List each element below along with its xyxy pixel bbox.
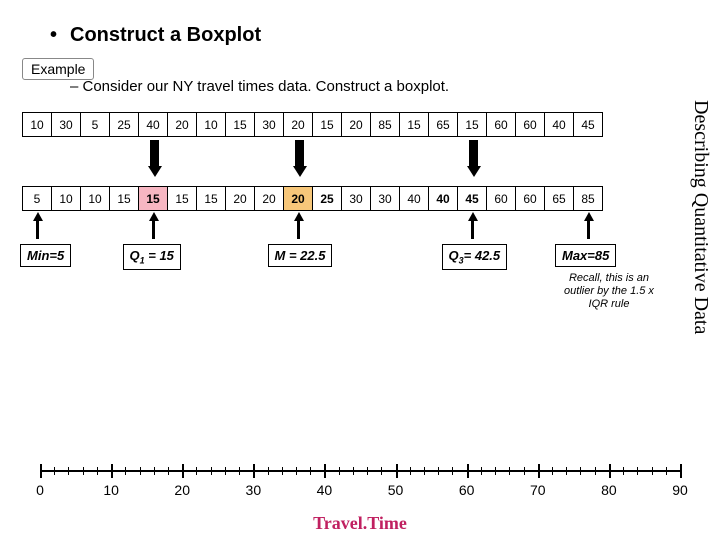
table-cell: 10 bbox=[23, 113, 52, 137]
table-cell: 20 bbox=[284, 113, 313, 137]
table-cell: 60 bbox=[516, 187, 545, 211]
table-cell: 15 bbox=[458, 113, 487, 137]
table-cell: 10 bbox=[81, 187, 110, 211]
table-cell: 10 bbox=[52, 187, 81, 211]
table-cell: 85 bbox=[371, 113, 400, 137]
table-cell: 15 bbox=[139, 187, 168, 211]
bullet-dot: • bbox=[50, 24, 57, 47]
table-cell: 15 bbox=[168, 187, 197, 211]
table-cell: 60 bbox=[487, 187, 516, 211]
stat-max-label: Max=85 bbox=[555, 244, 616, 267]
table-cell: 85 bbox=[574, 187, 603, 211]
table-cell: 20 bbox=[168, 113, 197, 137]
stat-q1-label: Q1 = 15 bbox=[123, 244, 181, 270]
stat-q3-label: Q3= 42.5 bbox=[442, 244, 508, 270]
table-cell: 25 bbox=[110, 113, 139, 137]
table-cell: 20 bbox=[284, 187, 313, 211]
number-line-axis: 0102030405060708090 bbox=[40, 450, 680, 510]
outlier-note: Recall, this is an outlier by the 1.5 x … bbox=[554, 272, 664, 312]
table-cell: 65 bbox=[429, 113, 458, 137]
table-cell: 30 bbox=[52, 113, 81, 137]
axis-title: Travel.Time bbox=[313, 513, 407, 534]
table-cell: 20 bbox=[342, 113, 371, 137]
table-cell: 40 bbox=[400, 187, 429, 211]
stat-min-label: Min=5 bbox=[20, 244, 71, 267]
table-cell: 15 bbox=[313, 113, 342, 137]
table-cell: 20 bbox=[255, 187, 284, 211]
data-table-sorted: 510101515151520202025303040404560606585 bbox=[22, 186, 603, 211]
table-cell: 15 bbox=[226, 113, 255, 137]
table-cell: 20 bbox=[226, 187, 255, 211]
stat-median-label: M = 22.5 bbox=[268, 244, 333, 267]
table-cell: 15 bbox=[197, 187, 226, 211]
table-cell: 65 bbox=[545, 187, 574, 211]
table-cell: 45 bbox=[574, 113, 603, 137]
table-cell: 30 bbox=[371, 187, 400, 211]
table-cell: 25 bbox=[313, 187, 342, 211]
table-cell: 45 bbox=[458, 187, 487, 211]
axis-line bbox=[40, 470, 680, 472]
table-cell: 60 bbox=[487, 113, 516, 137]
example-label: Example bbox=[22, 58, 94, 80]
table-cell: 30 bbox=[342, 187, 371, 211]
table-cell: 40 bbox=[429, 187, 458, 211]
table-cell: 10 bbox=[197, 113, 226, 137]
table-cell: 5 bbox=[23, 187, 52, 211]
subtitle: – Consider our NY travel times data. Con… bbox=[70, 78, 449, 95]
data-table-unsorted: 103052540201015302015208515651560604045 bbox=[22, 112, 603, 137]
table-cell: 40 bbox=[139, 113, 168, 137]
table-cell: 15 bbox=[400, 113, 429, 137]
page-title: Construct a Boxplot bbox=[70, 24, 261, 47]
table-cell: 30 bbox=[255, 113, 284, 137]
vertical-section-label: Describing Quantitative Data bbox=[689, 100, 712, 334]
table-cell: 40 bbox=[545, 113, 574, 137]
table-cell: 15 bbox=[110, 187, 139, 211]
table-cell: 5 bbox=[81, 113, 110, 137]
table-cell: 60 bbox=[516, 113, 545, 137]
